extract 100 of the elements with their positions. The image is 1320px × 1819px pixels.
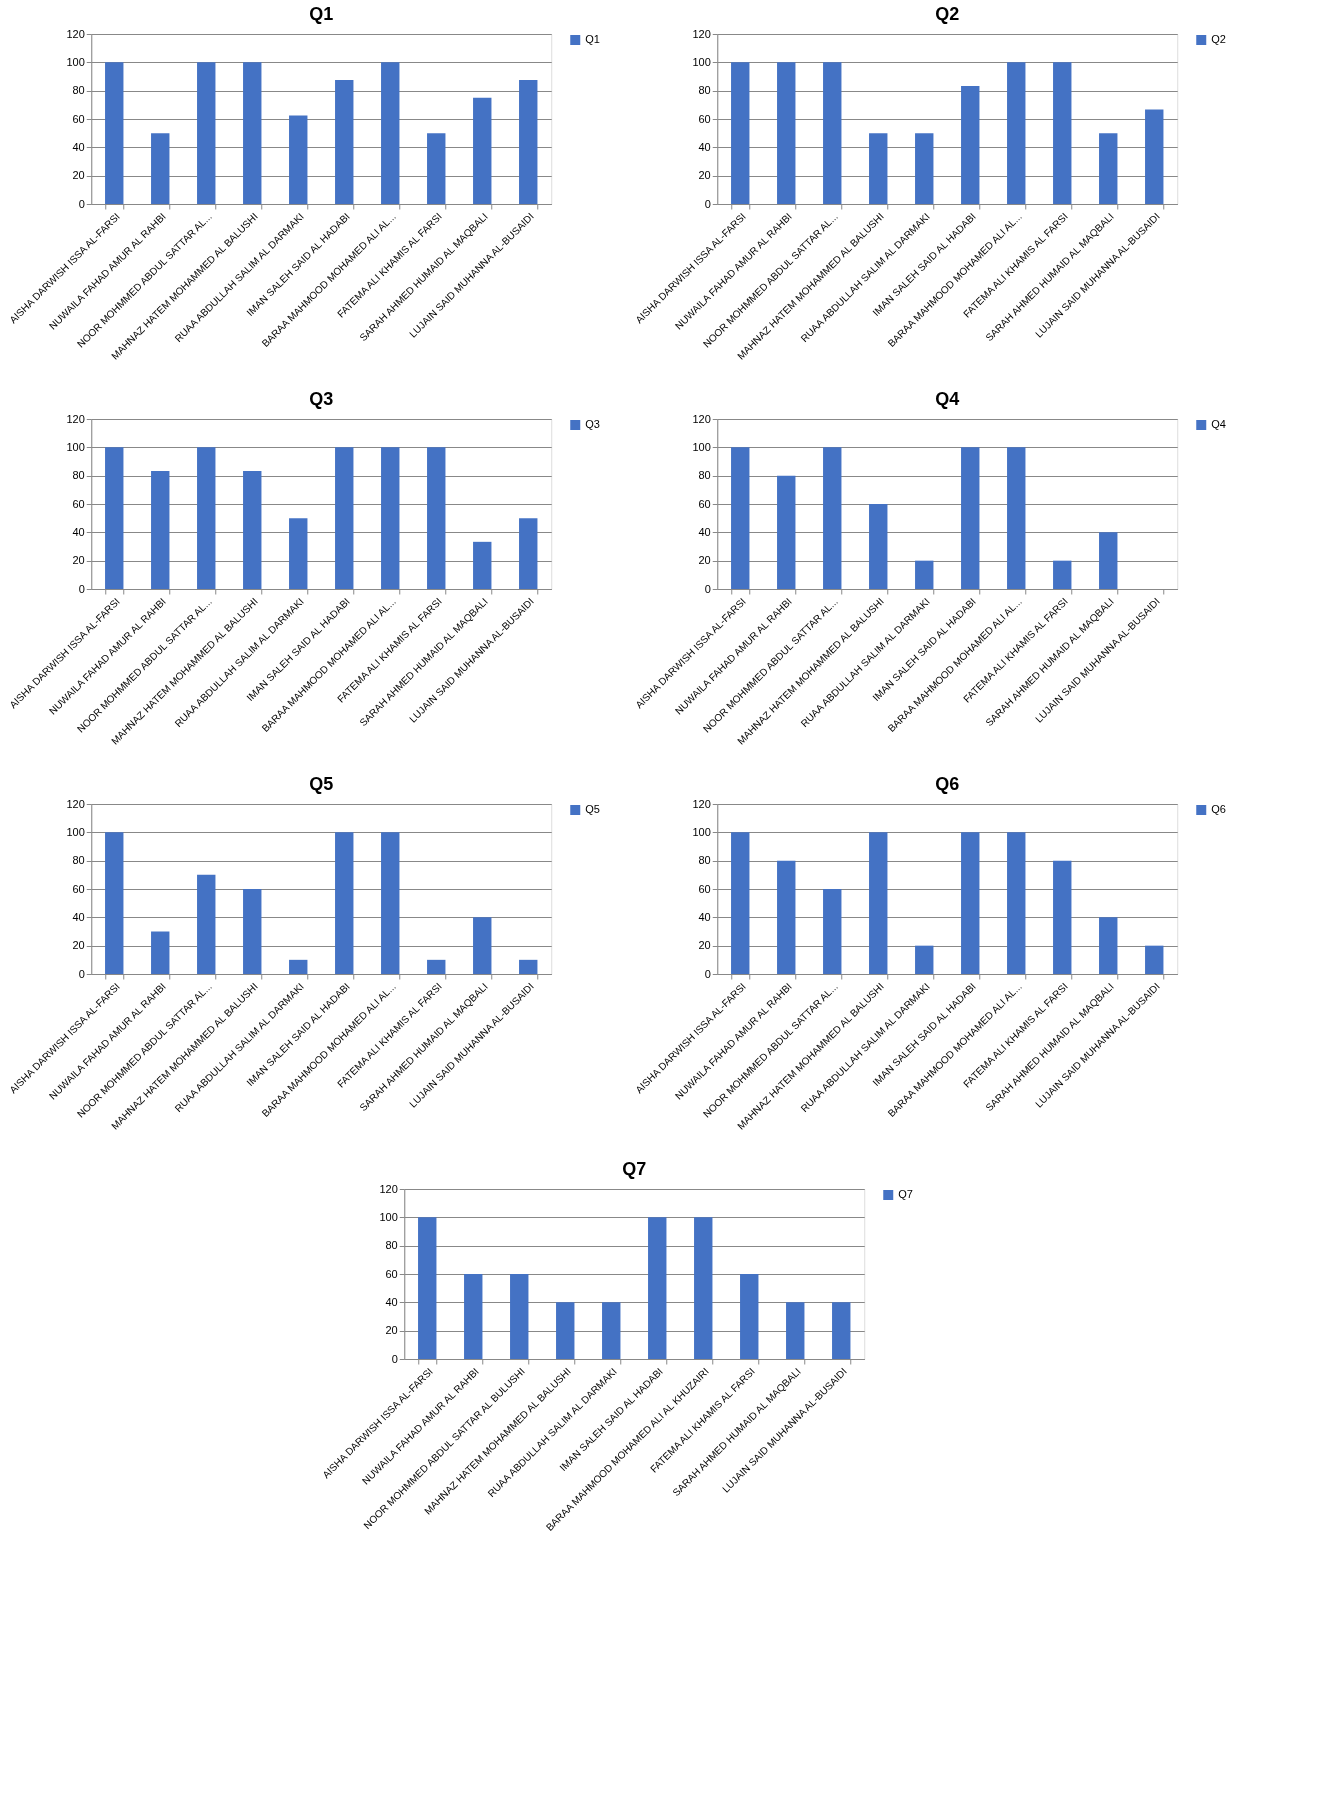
bar xyxy=(694,1217,713,1359)
bar xyxy=(832,1302,851,1359)
chart-title: Q1 xyxy=(309,4,334,24)
y-tick-label: 0 xyxy=(78,197,85,210)
bar xyxy=(289,115,308,204)
y-tick-label: 40 xyxy=(72,525,85,538)
bar xyxy=(731,447,750,589)
y-tick-label: 100 xyxy=(692,55,711,68)
bar xyxy=(1145,109,1164,204)
bar xyxy=(869,133,888,204)
bar xyxy=(289,518,308,589)
bar xyxy=(869,832,888,974)
bar xyxy=(869,504,888,589)
y-tick-label: 20 xyxy=(698,554,711,567)
bar xyxy=(243,62,262,204)
y-tick-label: 40 xyxy=(72,910,85,923)
bar xyxy=(1007,62,1026,204)
y-tick-label: 20 xyxy=(385,1324,398,1337)
bar xyxy=(197,62,216,204)
bar xyxy=(335,80,354,204)
bar xyxy=(961,85,980,204)
chart-title: Q4 xyxy=(935,389,960,409)
bar xyxy=(823,889,842,974)
y-tick-label: 100 xyxy=(66,440,85,453)
legend-label: Q3 xyxy=(585,418,600,430)
y-tick-label: 80 xyxy=(698,84,711,97)
y-tick-label: 80 xyxy=(698,469,711,482)
y-tick-label: 60 xyxy=(698,497,711,510)
bar xyxy=(381,832,400,974)
bar xyxy=(1053,560,1072,589)
y-tick-label: 40 xyxy=(698,910,711,923)
bar xyxy=(777,62,796,204)
y-tick-label: 60 xyxy=(72,497,85,510)
bar xyxy=(1053,860,1072,974)
y-tick-label: 60 xyxy=(385,1267,398,1280)
bar xyxy=(418,1217,437,1359)
y-tick-label: 120 xyxy=(692,27,711,40)
y-tick-label: 60 xyxy=(72,112,85,125)
bar xyxy=(289,959,308,974)
bar xyxy=(427,447,446,589)
bar xyxy=(243,889,262,974)
bar xyxy=(1007,447,1026,589)
bar xyxy=(915,560,934,589)
y-tick-label: 120 xyxy=(66,27,85,40)
bar xyxy=(510,1274,529,1359)
bar xyxy=(823,62,842,204)
bar xyxy=(464,1274,483,1359)
bar xyxy=(786,1302,805,1359)
legend-label: Q7 xyxy=(898,1188,913,1200)
y-tick-label: 20 xyxy=(72,939,85,952)
bar xyxy=(427,133,446,204)
bar xyxy=(731,62,750,204)
bar xyxy=(427,959,446,974)
y-tick-label: 120 xyxy=(692,797,711,810)
legend-label: Q1 xyxy=(585,33,600,45)
bar xyxy=(1099,532,1118,589)
bar xyxy=(961,832,980,974)
bar xyxy=(151,470,170,589)
bar xyxy=(105,447,124,589)
y-tick-label: 40 xyxy=(385,1295,398,1308)
chart-title: Q3 xyxy=(309,389,334,409)
y-tick-label: 0 xyxy=(704,967,711,980)
legend-label: Q2 xyxy=(1211,33,1226,45)
y-tick-label: 20 xyxy=(72,169,85,182)
bar xyxy=(105,62,124,204)
chart-title: Q5 xyxy=(309,774,334,794)
bar xyxy=(243,470,262,589)
legend-label: Q4 xyxy=(1211,418,1226,430)
y-tick-label: 100 xyxy=(379,1210,398,1223)
y-tick-label: 0 xyxy=(704,197,711,210)
y-tick-label: 40 xyxy=(698,140,711,153)
y-tick-label: 80 xyxy=(385,1239,398,1252)
y-tick-label: 40 xyxy=(698,525,711,538)
bar xyxy=(519,80,538,204)
y-tick-label: 20 xyxy=(698,169,711,182)
y-tick-label: 120 xyxy=(66,797,85,810)
chart-title: Q6 xyxy=(935,774,960,794)
y-tick-label: 0 xyxy=(78,967,85,980)
y-tick-label: 120 xyxy=(379,1182,398,1195)
y-tick-label: 120 xyxy=(66,412,85,425)
bar xyxy=(105,832,124,974)
y-tick-label: 20 xyxy=(72,554,85,567)
bar xyxy=(777,860,796,974)
bar xyxy=(381,62,400,204)
y-tick-label: 0 xyxy=(391,1352,398,1365)
bar xyxy=(915,133,934,204)
bar xyxy=(777,475,796,589)
bar xyxy=(197,447,216,589)
y-tick-label: 20 xyxy=(698,939,711,952)
bar xyxy=(1007,832,1026,974)
bar xyxy=(473,541,492,589)
bar xyxy=(473,917,492,974)
y-tick-label: 60 xyxy=(698,882,711,895)
y-tick-label: 60 xyxy=(698,112,711,125)
bar xyxy=(197,874,216,974)
legend-label: Q5 xyxy=(585,803,600,815)
bar xyxy=(519,959,538,974)
y-tick-label: 100 xyxy=(66,825,85,838)
y-tick-label: 80 xyxy=(72,84,85,97)
bar xyxy=(823,447,842,589)
